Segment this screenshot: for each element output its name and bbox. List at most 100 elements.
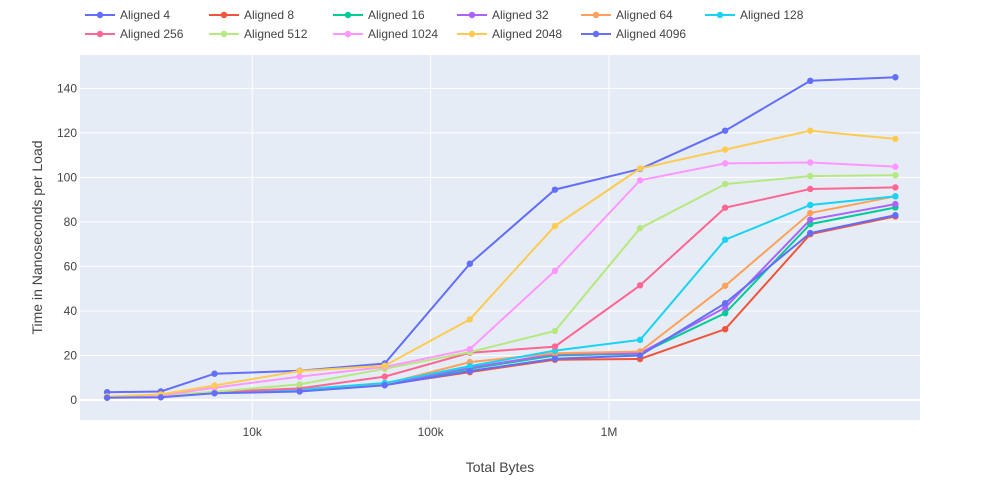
data-point[interactable] <box>721 325 729 333</box>
data-point[interactable] <box>296 367 303 375</box>
data-point[interactable] <box>892 135 899 143</box>
x-tick-label: 10k <box>243 425 263 439</box>
data-point[interactable] <box>807 229 814 237</box>
data-point[interactable] <box>381 373 388 380</box>
data-point[interactable] <box>381 382 388 389</box>
y-tick-label: 40 <box>64 304 78 318</box>
data-point[interactable] <box>466 316 474 323</box>
data-point[interactable] <box>636 352 644 359</box>
data-point[interactable] <box>466 346 474 353</box>
data-point[interactable] <box>551 267 559 275</box>
data-point[interactable] <box>636 165 644 172</box>
data-point[interactable] <box>211 390 218 397</box>
data-point[interactable] <box>807 216 814 223</box>
data-point[interactable] <box>466 260 474 267</box>
data-point[interactable] <box>103 388 111 396</box>
data-point[interactable] <box>551 186 559 193</box>
data-point[interactable] <box>892 184 899 191</box>
data-point[interactable] <box>296 373 303 380</box>
x-tick-label: 100k <box>418 425 445 439</box>
data-point[interactable] <box>721 127 729 134</box>
data-point[interactable] <box>807 172 814 180</box>
gridlines <box>80 55 920 420</box>
legend-item[interactable]: Aligned 2048 <box>457 27 562 41</box>
data-point[interactable] <box>807 201 814 209</box>
data-point[interactable] <box>721 236 729 243</box>
legend-item[interactable]: Aligned 128 <box>705 8 804 22</box>
data-point[interactable] <box>892 74 899 81</box>
legend-label: Aligned 8 <box>244 8 294 22</box>
y-tick-label: 0 <box>70 393 77 407</box>
legend-swatch-marker <box>96 30 104 38</box>
data-point[interactable] <box>103 394 111 401</box>
legend-item[interactable]: Aligned 16 <box>333 8 425 22</box>
legend-label: Aligned 256 <box>120 27 184 41</box>
legend-item[interactable]: Aligned 512 <box>209 27 308 41</box>
data-point[interactable] <box>807 185 814 193</box>
legend-item[interactable]: Aligned 4096 <box>581 27 686 41</box>
series-10[interactable] <box>103 127 899 400</box>
data-point[interactable] <box>721 204 729 211</box>
data-point[interactable] <box>636 336 644 344</box>
data-point[interactable] <box>211 370 218 377</box>
data-point[interactable] <box>551 327 559 335</box>
data-point[interactable] <box>721 309 729 317</box>
data-point[interactable] <box>721 146 729 153</box>
legend[interactable]: Aligned 4 Aligned 8 Aligned 16 Aligned 32 Al… <box>85 8 804 41</box>
legend-label: Aligned 128 <box>740 8 804 22</box>
data-point[interactable] <box>892 171 899 179</box>
data-point[interactable] <box>381 362 388 369</box>
legend-swatch-marker <box>716 11 724 19</box>
legend-swatch-marker <box>468 30 476 38</box>
legend-swatch-marker <box>344 11 352 19</box>
data-point[interactable] <box>636 282 644 289</box>
x-axis-ticks: 10k 100k 1M <box>243 425 618 439</box>
legend-label: Aligned 32 <box>492 8 549 22</box>
data-point[interactable] <box>636 177 644 184</box>
y-tick-label: 60 <box>64 259 78 273</box>
data-point[interactable] <box>551 222 559 230</box>
data-point[interactable] <box>721 299 729 307</box>
data-point[interactable] <box>721 160 729 167</box>
legend-label: Aligned 16 <box>368 8 425 22</box>
data-point[interactable] <box>466 362 474 370</box>
legend-item[interactable]: Aligned 4 <box>85 8 170 22</box>
data-point[interactable] <box>807 127 814 134</box>
y-tick-label: 120 <box>57 126 77 140</box>
data-point[interactable] <box>807 209 814 217</box>
data-point[interactable] <box>892 193 899 200</box>
data-point[interactable] <box>807 77 814 85</box>
y-tick-label: 140 <box>57 81 77 95</box>
legend-item[interactable]: Aligned 1024 <box>333 27 438 41</box>
data-point[interactable] <box>296 381 303 388</box>
y-tick-label: 80 <box>64 215 78 229</box>
legend-label: Aligned 1024 <box>368 27 438 41</box>
legend-swatch-marker <box>220 30 228 38</box>
data-point[interactable] <box>157 394 165 401</box>
legend-label: Aligned 2048 <box>492 27 562 41</box>
y-tick-label: 20 <box>64 348 78 362</box>
data-point[interactable] <box>296 388 303 395</box>
data-point[interactable] <box>892 163 899 170</box>
legend-item[interactable]: Aligned 8 <box>209 8 294 22</box>
legend-item[interactable]: Aligned 256 <box>85 27 184 41</box>
legend-swatch-marker <box>344 30 352 38</box>
data-point[interactable] <box>466 367 474 375</box>
data-point[interactable] <box>892 200 899 208</box>
legend-item[interactable]: Aligned 64 <box>581 8 673 22</box>
legend-label: Aligned 64 <box>616 8 673 22</box>
legend-item[interactable]: Aligned 32 <box>457 8 549 22</box>
data-point[interactable] <box>211 382 218 389</box>
data-point[interactable] <box>807 159 814 166</box>
data-point[interactable] <box>636 224 644 232</box>
data-point[interactable] <box>721 304 729 311</box>
data-point[interactable] <box>892 212 899 219</box>
data-point[interactable] <box>551 355 559 362</box>
data-point[interactable] <box>721 180 729 188</box>
data-point[interactable] <box>721 282 729 289</box>
legend-swatch-marker <box>96 11 104 19</box>
data-point[interactable] <box>551 343 559 350</box>
legend-swatch-marker <box>592 11 600 19</box>
series-11[interactable] <box>103 212 899 401</box>
